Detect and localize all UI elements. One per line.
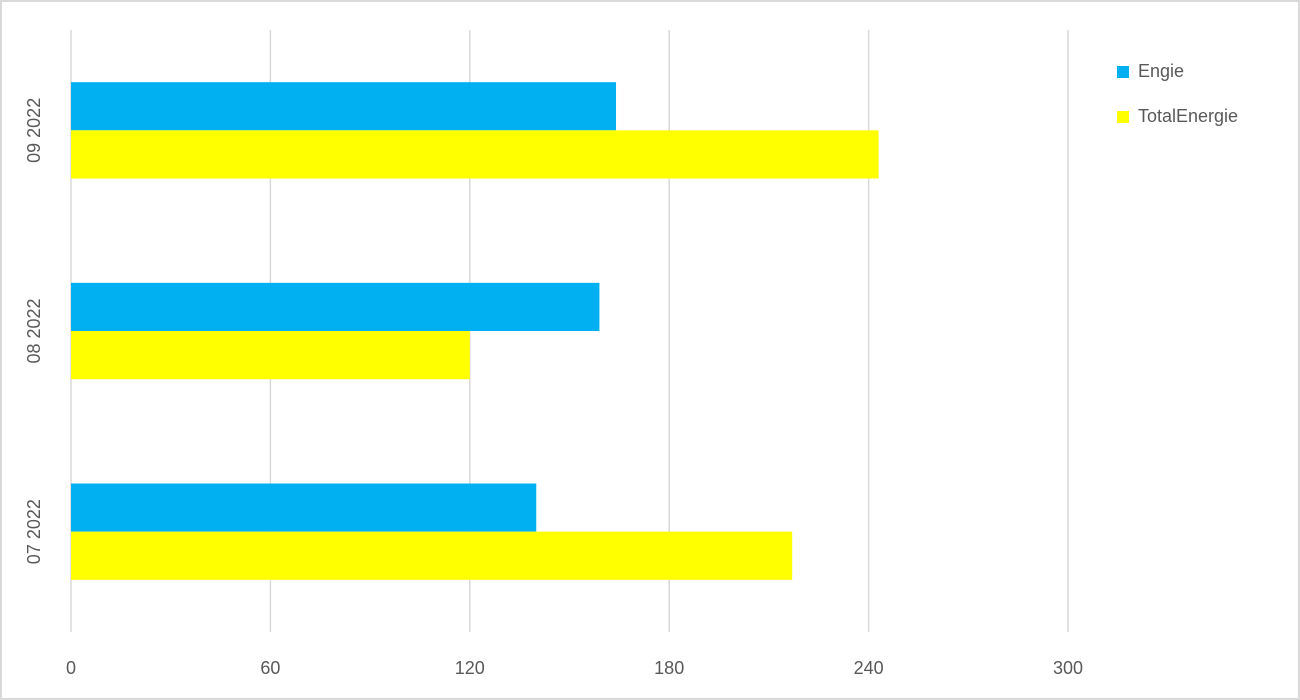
x-tick-label: 180 bbox=[654, 658, 684, 678]
legend-swatch bbox=[1117, 111, 1129, 123]
x-tick-label: 300 bbox=[1053, 658, 1083, 678]
x-tick-label: 60 bbox=[260, 658, 280, 678]
bar bbox=[71, 130, 879, 179]
legend-swatch bbox=[1117, 66, 1129, 78]
y-tick-label: 08 2022 bbox=[24, 298, 44, 363]
legend-label: TotalEnergie bbox=[1138, 106, 1238, 126]
x-tick-label: 120 bbox=[455, 658, 485, 678]
y-tick-label: 07 2022 bbox=[24, 499, 44, 564]
y-tick-label: 09 2022 bbox=[24, 98, 44, 163]
bar bbox=[71, 531, 793, 580]
x-tick-label: 0 bbox=[66, 658, 76, 678]
bar bbox=[71, 483, 537, 532]
legend-label: Engie bbox=[1138, 61, 1184, 81]
bar bbox=[71, 82, 617, 131]
x-tick-label: 240 bbox=[854, 658, 884, 678]
bar bbox=[71, 331, 470, 380]
bar bbox=[71, 282, 600, 331]
